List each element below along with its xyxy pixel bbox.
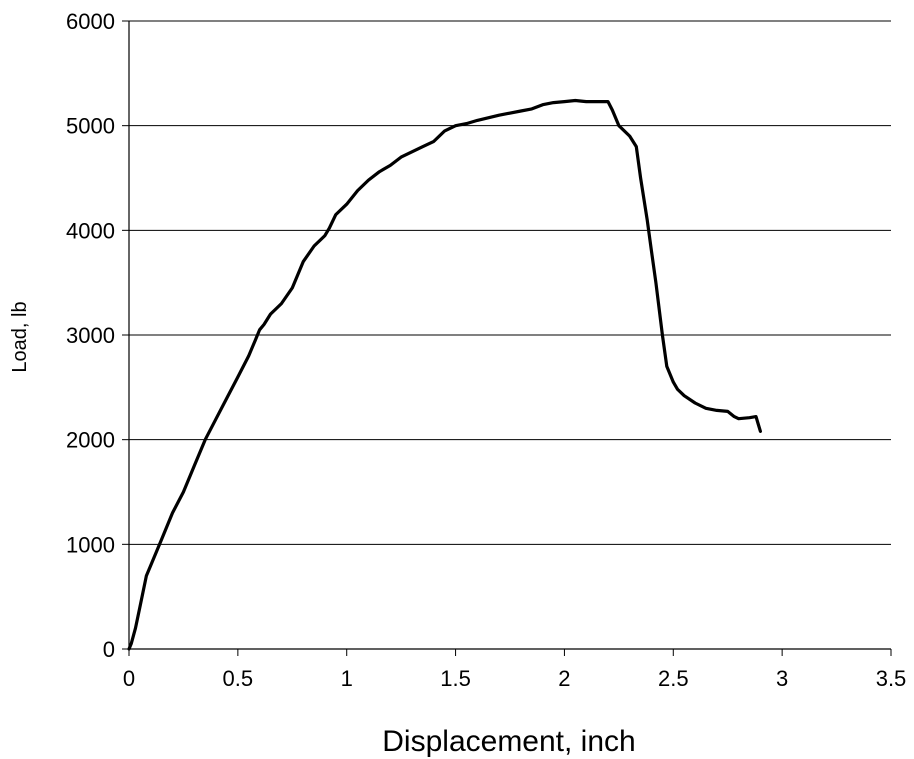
y-axis-title: Load, lb [9, 301, 31, 372]
gridlines [129, 20, 891, 545]
x-tick-label: 3 [776, 666, 788, 691]
y-tick-label: 4000 [66, 218, 115, 243]
y-tick-label: 5000 [66, 114, 115, 139]
x-tick-label: 1.5 [440, 666, 471, 691]
axes [122, 20, 892, 656]
y-tick-label: 3000 [66, 323, 115, 348]
y-tick-label: 6000 [66, 9, 115, 34]
y-tick-label: 0 [103, 637, 115, 662]
y-tick-label: 1000 [66, 532, 115, 557]
x-tick-label: 0 [123, 666, 135, 691]
series-layer [127, 98, 763, 651]
x-tick-label: 2.5 [658, 666, 689, 691]
x-tick-label: 2 [558, 666, 570, 691]
tick-labels: 0 1000 2000 3000 4000 5000 6000 0 0.5 1 1.5 2 2.5 3 3.… [66, 9, 906, 691]
x-axis-title: Displacement, inch [382, 725, 635, 758]
x-tick-label: 0.5 [223, 666, 254, 691]
y-tick-label: 2000 [66, 428, 115, 453]
series-line [127, 98, 763, 651]
x-tick-label: 1 [341, 666, 353, 691]
x-tick-label: 3.5 [876, 666, 907, 691]
